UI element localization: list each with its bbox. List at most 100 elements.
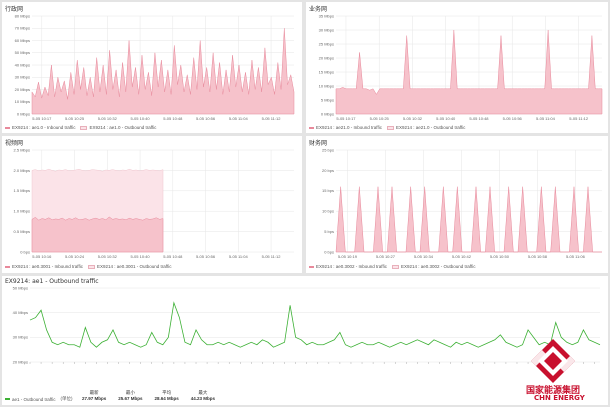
unit-label: (单位) (60, 396, 73, 401)
stat-avg: 平均 28.64 Mbps (154, 390, 179, 401)
y-tick-label: 40 Mbps (13, 310, 28, 315)
y-tick-label: 25 Mbps (319, 41, 334, 46)
x-tick-label: 5-05 10:40 (436, 116, 456, 121)
y-tick-label: 30 Mbps (13, 335, 28, 340)
chart-panel-business-network: 业务网 0 Mbps 5 Mbps 10 Mbps 15 Mbps 20 Mbps 25 … (306, 2, 608, 133)
y-tick-label: 10 Mbps (319, 83, 334, 88)
panel-title: 财务网 (309, 140, 328, 147)
y-tick-label: 70 Mbps (15, 26, 30, 31)
y-tick-label: 0 Mbps (17, 111, 30, 116)
x-tick-label: 5-05 10:32 (403, 116, 423, 121)
stat-max: 最大 44.23 Mbps (190, 390, 216, 401)
y-tick-label: 1.5 Mbps (14, 188, 30, 193)
inbound-area (31, 216, 164, 253)
x-tick-label: 5-05 10:56 (503, 116, 523, 121)
ae1-outbound-chart: 20 Mbps 30 Mbps 40 Mbps 50 Mbps (13, 285, 601, 364)
y-tick-label: 0 Mbps (321, 111, 334, 116)
legend-item-outbound[interactable]: ae1 - Outbound traffic (5, 397, 55, 402)
x-tick-label: 5-05 10:34 (414, 254, 434, 259)
y-tick-label: 2.0 Mbps (14, 168, 30, 173)
x-tick-label: 5-05 10:48 (163, 116, 183, 121)
video-network-chart: 0 bps 0.5 Mbps 1.0 Mbps 1.5 Mbps 2.0 Mbps 2.5… (14, 147, 294, 259)
y-tick-label: 40 Mbps (15, 62, 30, 67)
x-tick-label: 5-05 10:19 (338, 254, 358, 259)
x-tick-label: 5-05 10:32 (98, 254, 118, 259)
chart-panel-admin-network: 行政网 0 Mbps 10 Mbps 20 Mbps 30 Mbps 40 Mbps 50… (2, 2, 302, 133)
legend-item-outbound[interactable]: EX9214 : ae0.3001 - Outbound traffic (87, 264, 171, 269)
x-tick-label: 5-05 10:24 (65, 254, 85, 259)
x-tick-label: 5-05 10:56 (196, 254, 216, 259)
logo-chinese-text: 国家能源集团 (526, 386, 581, 396)
x-tick-label: 5-05 10:17 (336, 116, 356, 121)
y-tick-label: 0.5 Mbps (14, 229, 30, 234)
x-tick-label: 5-05 11:04 (229, 254, 249, 259)
chart-legend: EX9214 : ae1.0 - Inbound traffic EX9214 … (5, 125, 156, 130)
x-tick-label: 5-05 10:40 (131, 254, 151, 259)
y-tick-label: 0 bps (324, 249, 334, 254)
y-tick-label: 35 Mbps (319, 13, 334, 18)
inbound-area (335, 186, 602, 253)
x-tick-label: 5-05 11:04 (536, 116, 556, 121)
x-tick-label: 5-05 11:04 (229, 116, 249, 121)
chart-legend: EX9214 : ae0.3002 - Inbound traffic EX92… (309, 264, 475, 269)
chart-panel-ae1-outbound: EX9214: ae1 - Outbound traffic 20 Mbps 30… (2, 276, 608, 405)
x-tick-label: 5-05 10:50 (490, 254, 510, 259)
x-tick-label: 5-05 10:25 (370, 116, 390, 121)
chart-panel-finance-network: 财务网 0 bps 5 bps 10 bps 15 bps 20 bps 25 bps 5-… (306, 136, 608, 273)
x-tick-label: 5-05 10:42 (452, 254, 472, 259)
y-tick-label: 1.0 Mbps (14, 209, 30, 214)
y-tick-label: 10 bps (322, 209, 334, 214)
logo-english-text: CHN ENERGY (534, 394, 585, 402)
chart-panel-video-network: 视频网 0 bps 0.5 Mbps 1.0 Mbps 1.5 Mbps 2.0 Mbp… (2, 136, 302, 273)
x-tick-label: 5-05 11:12 (569, 116, 589, 121)
inbound-area (31, 28, 295, 115)
y-tick-label: 50 Mbps (15, 50, 30, 55)
x-tick-label: 5-05 10:56 (196, 116, 216, 121)
panel-title: 视频网 (5, 140, 24, 147)
legend-item-outbound[interactable]: EX9214 : ae0.3002 - Outbound traffic (391, 264, 475, 269)
y-tick-label: 5 Mbps (321, 97, 334, 102)
x-tick-label: 5-05 10:40 (131, 116, 151, 121)
y-tick-label: 20 Mbps (15, 87, 30, 92)
y-tick-label: 60 Mbps (15, 38, 30, 43)
y-tick-label: 80 Mbps (15, 13, 30, 18)
panel-title: EX9214: ae1 - Outbound traffic (5, 278, 99, 285)
y-tick-label: 0 bps (20, 249, 30, 254)
x-tick-label: 5-05 11:12 (262, 116, 282, 121)
traffic-stats: 最新 27.97 Mbps 最小 25.67 Mbps 平均 28.64 Mbps 最… (82, 390, 215, 401)
y-tick-label: 10 Mbps (15, 99, 30, 104)
legend-item-outbound[interactable]: EX9214 : ae21.0 - Outbound traffic (386, 125, 465, 130)
outbound-line (29, 301, 601, 348)
stat-min: 最小 25.67 Mbps (118, 390, 143, 401)
x-tick-label: 5-05 10:17 (32, 116, 52, 121)
legend-item-inbound[interactable]: EX9214 : ae1.0 - Inbound traffic (5, 125, 75, 130)
business-network-chart: 0 Mbps 5 Mbps 10 Mbps 15 Mbps 20 Mbps 25 Mbps… (319, 13, 603, 121)
legend-item-outbound[interactable]: EX9214 : ae1.0 - Outbound traffic (80, 125, 156, 130)
y-tick-label: 20 Mbps (13, 359, 28, 364)
y-tick-label: 50 Mbps (13, 285, 28, 290)
y-tick-label: 2.5 Mbps (14, 147, 30, 152)
x-tick-label: 5-05 10:48 (469, 116, 489, 121)
chart-legend: EX9214 : ae0.3001 - Inbound traffic EX92… (5, 264, 171, 269)
x-tick-label: 5-05 10:58 (528, 254, 548, 259)
stat-latest: 最新 27.97 Mbps (82, 390, 107, 401)
panel-title: 业务网 (309, 6, 328, 13)
y-tick-label: 5 bps (324, 229, 334, 234)
legend-item-inbound[interactable]: EX9214 : ae0.3001 - Inbound traffic (5, 264, 83, 269)
y-tick-label: 15 bps (322, 188, 334, 193)
x-tick-label: 5-05 10:16 (32, 254, 52, 259)
admin-network-chart: 0 Mbps 10 Mbps 20 Mbps 30 Mbps 40 Mbps 50 Mbp… (15, 13, 295, 121)
y-tick-label: 20 Mbps (319, 55, 334, 60)
x-tick-label: 5-05 10:32 (98, 116, 118, 121)
chart-legend: ae1 - Outbound traffic (单位) (5, 396, 72, 402)
y-tick-label: 25 bps (322, 147, 334, 152)
legend-item-inbound[interactable]: EX9214 : ae0.3002 - Inbound traffic (309, 264, 387, 269)
y-tick-label: 30 Mbps (319, 27, 334, 32)
legend-item-inbound[interactable]: EX9214 : ae21.0 - Inbound traffic (309, 125, 382, 130)
chart-legend: EX9214 : ae21.0 - Inbound traffic EX9214… (309, 125, 465, 130)
y-tick-label: 30 Mbps (15, 75, 30, 80)
x-tick-label: 5-05 11:06 (566, 254, 586, 259)
y-tick-label: 20 bps (322, 168, 334, 173)
finance-network-chart: 0 bps 5 bps 10 bps 15 bps 20 bps 25 bps 5-05 1… (322, 147, 602, 259)
x-tick-label: 5-05 10:27 (376, 254, 396, 259)
